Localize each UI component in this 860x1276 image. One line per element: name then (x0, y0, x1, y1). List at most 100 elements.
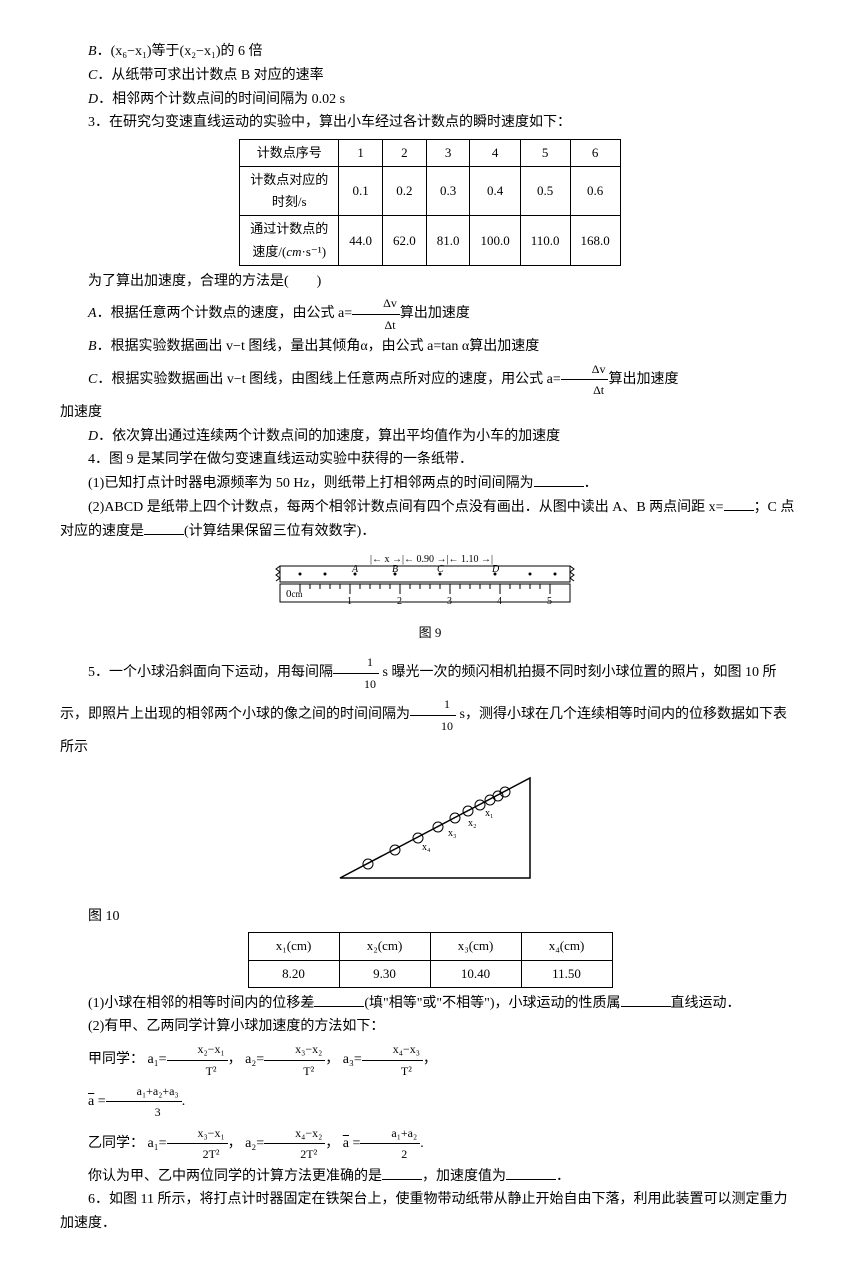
q3-table: 计数点序号 1 2 3 4 5 6 计数点对应的时刻/s 0.1 0.2 0.3… (239, 139, 621, 265)
svg-text:D: D (491, 564, 500, 575)
cell-label: 通过计数点的速度/(cm·s⁻¹) (240, 216, 339, 265)
q5-p1: (1)小球在相邻的相等时间内的位移差 (填"相等"或"不相等")，小球运动的性质属… (60, 992, 800, 1016)
figure-9: |← x →|← 0.90 →|← 1.10 →| A B C D 0cm 1 … (60, 552, 800, 645)
incline-icon: x₁ x₂ x₃ x₄ (310, 768, 550, 888)
fig10-label: 图 10 (60, 905, 800, 929)
frac-icon: ΔvΔt (352, 293, 400, 335)
cell: 5 (520, 140, 570, 167)
q5-p1c: 直线运动． (671, 996, 741, 1011)
q4-p1a: (1)已知打点计时器电源频率为 50 Hz，则纸带上打相邻两点的时间间隔为 (88, 476, 534, 491)
yi-label: 乙同学： (88, 1136, 144, 1151)
cell: 0.4 (470, 167, 520, 216)
cell: x₃(cm) (430, 933, 521, 960)
fig9-label: 图 9 (60, 622, 800, 644)
cell: 3 (426, 140, 470, 167)
cell: x₁(cm) (248, 933, 339, 960)
q3-option-c: C．根据实验数据画出 v−t 图线，由图线上任意两点所对应的速度，用公式 a=Δ… (60, 359, 800, 401)
tape-ruler-icon: |← x →|← 0.90 →|← 1.10 →| A B C D 0cm 1 … (270, 552, 590, 612)
q5-table: x₁(cm) x₂(cm) x₃(cm) x₄(cm) 8.20 9.30 10… (248, 932, 613, 987)
cell: 10.40 (430, 960, 521, 987)
svg-text:x₁: x₁ (485, 808, 494, 819)
cell: 81.0 (426, 216, 470, 265)
frac-icon: 110 (410, 694, 456, 736)
cell: 6 (570, 140, 620, 167)
table-row: x₁(cm) x₂(cm) x₃(cm) x₄(cm) (248, 933, 612, 960)
q3-option-a: A．根据任意两个计数点的速度，由公式 a=ΔvΔt算出加速度 (60, 293, 800, 335)
q2-b-text: (x₆−x₁)等于(x₂−x₁)的 6 倍 (111, 44, 263, 59)
cell: 0.3 (426, 167, 470, 216)
q5-p1b: (填"相等"或"不相等")，小球运动的性质属 (364, 996, 620, 1011)
blank (534, 472, 584, 487)
q3-option-d: D．依次算出通过连续两个计数点间的加速度，算出平均值作为小车的加速度 (60, 425, 800, 449)
blank (144, 520, 184, 535)
q2-option-b: B．(x₆−x₁)等于(x₂−x₁)的 6 倍 (60, 40, 800, 64)
cell: x₂(cm) (339, 933, 430, 960)
yi-formulas: 乙同学： a₁=x₃−x₁2T²， a₂=x₄−x₂2T²， a =a₁+a₂2… (60, 1123, 800, 1165)
cell: 44.0 (339, 216, 383, 265)
blank (724, 496, 754, 511)
svg-text:x₄: x₄ (422, 842, 431, 853)
blank (506, 1165, 556, 1180)
q4-intro: 4．图 9 是某同学在做匀变速直线运动实验中获得的一条纸带． (60, 448, 800, 472)
jia-label: 甲同学： (88, 1052, 144, 1067)
cell: 0.6 (570, 167, 620, 216)
q3-after: 为了算出加速度，合理的方法是( ) (60, 270, 800, 294)
svg-text:x₃: x₃ (448, 828, 457, 839)
figure-10: x₁ x₂ x₃ x₄ (60, 768, 800, 897)
svg-text:|← x →|← 0.90 →|← 1.10 →|: |← x →|← 0.90 →|← 1.10 →| (370, 554, 493, 565)
svg-text:5: 5 (547, 596, 552, 607)
q3-a-tail: 算出加速度 (400, 307, 470, 322)
cell: 2 (382, 140, 426, 167)
svg-text:2: 2 (397, 596, 402, 607)
q3-c-cont: 加速度 (60, 401, 800, 425)
q5-intro: 5．一个小球沿斜面向下运动，用每间隔110 s 曝光一次的频闪相机拍摄不同时刻小… (60, 652, 800, 759)
frac-icon: ΔvΔt (561, 359, 609, 401)
q5-p1a: (1)小球在相邻的相等时间内的位移差 (88, 996, 314, 1011)
svg-text:3: 3 (447, 596, 452, 607)
q3-intro: 3．在研究匀变速直线运动的实验中，算出小车经过各计数点的瞬时速度如下： (60, 111, 800, 135)
svg-text:1: 1 (347, 596, 352, 607)
q2-option-d: D．相邻两个计数点间的时间间隔为 0.02 s (60, 88, 800, 112)
cell-label: 计数点序号 (240, 140, 339, 167)
cell: 4 (470, 140, 520, 167)
q3-b-text: 根据实验数据画出 v−t 图线，量出其倾角α，由公式 a=tan α算出加速度 (111, 339, 540, 354)
q5-ta: 你认为甲、乙中两位同学的计算方法更准确的是 (88, 1169, 382, 1184)
q5-tail: 你认为甲、乙中两位同学的计算方法更准确的是，加速度值为． (60, 1165, 800, 1189)
svg-text:B: B (392, 564, 398, 575)
table-row: 计数点对应的时刻/s 0.1 0.2 0.3 0.4 0.5 0.6 (240, 167, 621, 216)
q3-option-b: B．根据实验数据画出 v−t 图线，量出其倾角α，由公式 a=tan α算出加速… (60, 335, 800, 359)
table-row: 8.20 9.30 10.40 11.50 (248, 960, 612, 987)
q4-p1: (1)已知打点计时器电源频率为 50 Hz，则纸带上打相邻两点的时间间隔为 ． (60, 472, 800, 496)
q4-p2a: (2)ABCD 是纸带上四个计数点，每两个相邻计数点间有四个点没有画出．从图中读… (88, 500, 724, 515)
cell: 0.1 (339, 167, 383, 216)
cell: 62.0 (382, 216, 426, 265)
q2-option-c: C．从纸带可求出计数点 B 对应的速率 (60, 64, 800, 88)
blank (314, 992, 364, 1007)
q4-p1b: ． (584, 476, 598, 491)
cell: x₄(cm) (521, 933, 612, 960)
q3-c-text: 根据实验数据画出 v−t 图线，由图线上任意两点所对应的速度，用公式 a= (111, 372, 560, 387)
blank (621, 992, 671, 1007)
cell: 168.0 (570, 216, 620, 265)
q3-d-text: 依次算出通过连续两个计数点间的加速度，算出平均值作为小车的加速度 (112, 429, 560, 444)
q5-tb: ，加速度值为 (422, 1169, 506, 1184)
frac-icon: 110 (333, 652, 379, 694)
cell: 100.0 (470, 216, 520, 265)
q2-c-text: 从纸带可求出计数点 B 对应的速率 (111, 68, 323, 83)
table-row: 计数点序号 1 2 3 4 5 6 (240, 140, 621, 167)
svg-text:A: A (351, 564, 359, 575)
svg-text:C: C (437, 564, 444, 575)
cell: 8.20 (248, 960, 339, 987)
q6-text: 6．如图 11 所示，将打点计时器固定在铁架台上，使重物带动纸带从静止开始自由下… (60, 1188, 800, 1236)
cell-label: 计数点对应的时刻/s (240, 167, 339, 216)
blank (382, 1165, 422, 1180)
q2-d-text: 相邻两个计数点间的时间间隔为 0.02 s (112, 92, 345, 107)
q4-p2: (2)ABCD 是纸带上四个计数点，每两个相邻计数点间有四个点没有画出．从图中读… (60, 496, 800, 544)
q4-p2c: (计算结果保留三位有效数字)． (184, 524, 375, 539)
q3-c-tail: 算出加速度 (608, 372, 678, 387)
cell: 1 (339, 140, 383, 167)
cell: 11.50 (521, 960, 612, 987)
jia-avg: a =a₁+a₂+a₃3. (60, 1081, 800, 1123)
svg-text:4: 4 (497, 596, 502, 607)
cell: 110.0 (520, 216, 570, 265)
